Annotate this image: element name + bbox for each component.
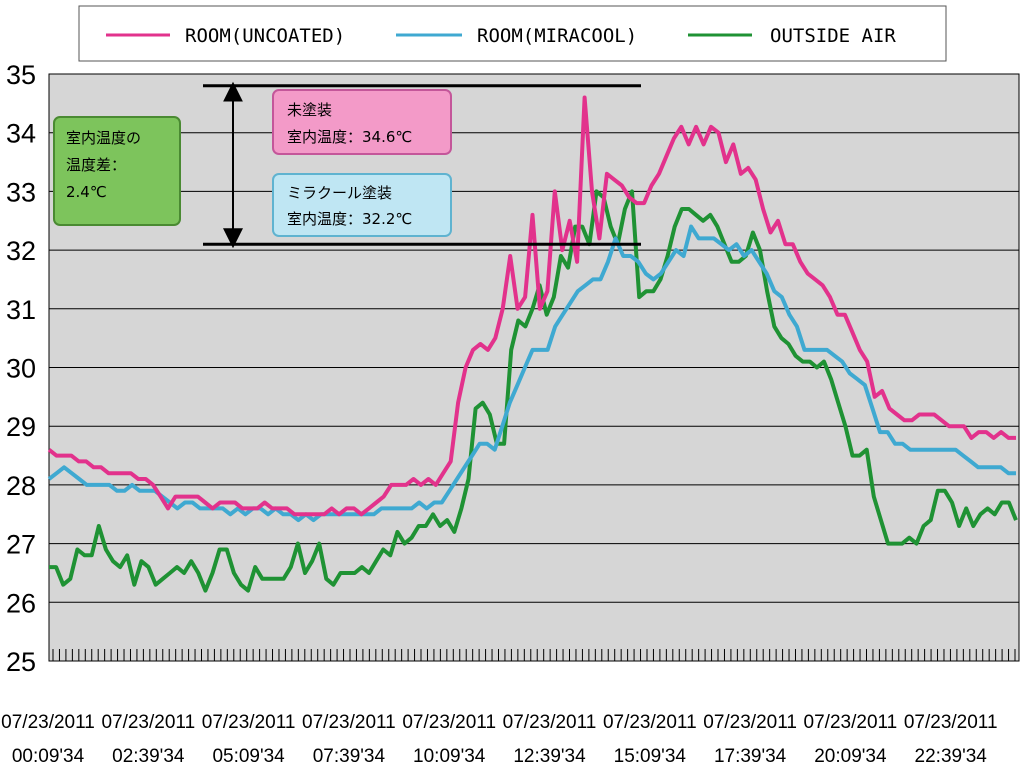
legend-label-miracool: ROOM(MIRACOOL) xyxy=(477,25,637,47)
x-tick-time: 00:09'34 xyxy=(12,746,85,767)
x-tick-date: 07/23/2011 xyxy=(101,712,195,733)
x-tick-date: 07/23/2011 xyxy=(703,712,797,733)
y-tick-label: 29 xyxy=(6,412,36,442)
series-line-outside-air xyxy=(49,189,1018,593)
y-axis-ticks: 25 26 27 28 29 30 31 32 33 34 35 xyxy=(6,60,36,677)
difference-line3: 2.4℃ xyxy=(66,183,107,201)
y-tick-label: 34 xyxy=(6,119,36,149)
x-tick-time: 10:09'34 xyxy=(413,746,486,767)
x-tick-date: 07/23/2011 xyxy=(904,712,998,733)
x-tick-time: 20:09'34 xyxy=(814,746,887,767)
x-tick-date: 07/23/2011 xyxy=(804,712,898,733)
y-tick-label: 25 xyxy=(6,647,36,677)
series-lines xyxy=(47,95,1018,593)
y-tick-label: 30 xyxy=(6,354,36,384)
y-tick-label: 26 xyxy=(6,588,36,618)
x-axis-tick-labels: 07/23/2011 00:09'34 07/23/2011 02:39'34 07/2… xyxy=(1,712,997,767)
y-tick-label: 27 xyxy=(6,530,36,560)
y-tick-label: 28 xyxy=(6,471,36,501)
miracool-temp: 室内温度：32.2℃ xyxy=(287,210,412,228)
x-tick-date: 07/23/2011 xyxy=(503,712,597,733)
x-tick-time: 07:39'34 xyxy=(313,746,386,767)
x-tick-time: 05:09'34 xyxy=(212,746,285,767)
x-tick-time: 12:39'34 xyxy=(513,746,586,767)
x-tick-date: 07/23/2011 xyxy=(302,712,396,733)
difference-line2: 温度差： xyxy=(66,156,126,174)
x-tick-time: 15:09'34 xyxy=(614,746,687,767)
x-tick-time: 17:39'34 xyxy=(714,746,787,767)
series-line-room-uncoated xyxy=(47,95,1016,517)
y-tick-label: 33 xyxy=(6,177,36,207)
uncoated-label: 未塗装 xyxy=(287,101,332,119)
x-tick-time: 02:39'34 xyxy=(112,746,185,767)
legend: ROOM(UNCOATED) ROOM(MIRACOOL) OUTSIDE AI… xyxy=(78,5,947,62)
x-axis-minor-ticks xyxy=(52,649,1016,661)
legend-label-outside: OUTSIDE AIR xyxy=(770,25,896,47)
y-tick-label: 35 xyxy=(6,60,36,90)
y-tick-label: 32 xyxy=(6,236,36,266)
x-tick-date: 07/23/2011 xyxy=(402,712,496,733)
x-tick-date: 07/23/2011 xyxy=(202,712,296,733)
miracool-annotation: ミラクール塗装 室内温度：32.2℃ xyxy=(272,173,452,237)
x-tick-date: 07/23/2011 xyxy=(1,712,95,733)
legend-label-uncoated: ROOM(UNCOATED) xyxy=(185,25,345,47)
uncoated-temp: 室内温度：34.6℃ xyxy=(287,128,412,146)
miracool-label: ミラクール塗装 xyxy=(287,184,392,202)
uncoated-annotation: 未塗装 室内温度：34.6℃ xyxy=(272,89,452,155)
difference-line1: 室内温度の xyxy=(66,129,141,147)
x-tick-date: 07/23/2011 xyxy=(603,712,697,733)
x-tick-time: 22:39'34 xyxy=(915,746,988,767)
y-tick-label: 31 xyxy=(6,295,36,325)
difference-annotation: 室内温度の 温度差： 2.4℃ xyxy=(53,116,181,226)
